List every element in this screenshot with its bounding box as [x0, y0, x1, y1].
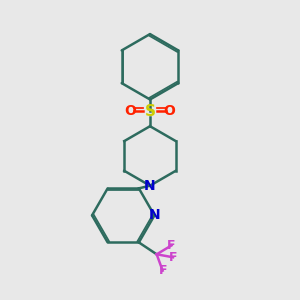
Text: O: O	[125, 104, 136, 118]
Text: S: S	[145, 104, 155, 119]
Text: F: F	[158, 264, 167, 277]
Text: N: N	[144, 179, 156, 193]
Text: F: F	[167, 239, 176, 252]
Text: F: F	[169, 251, 177, 264]
Text: O: O	[164, 104, 175, 118]
Text: N: N	[148, 208, 160, 222]
